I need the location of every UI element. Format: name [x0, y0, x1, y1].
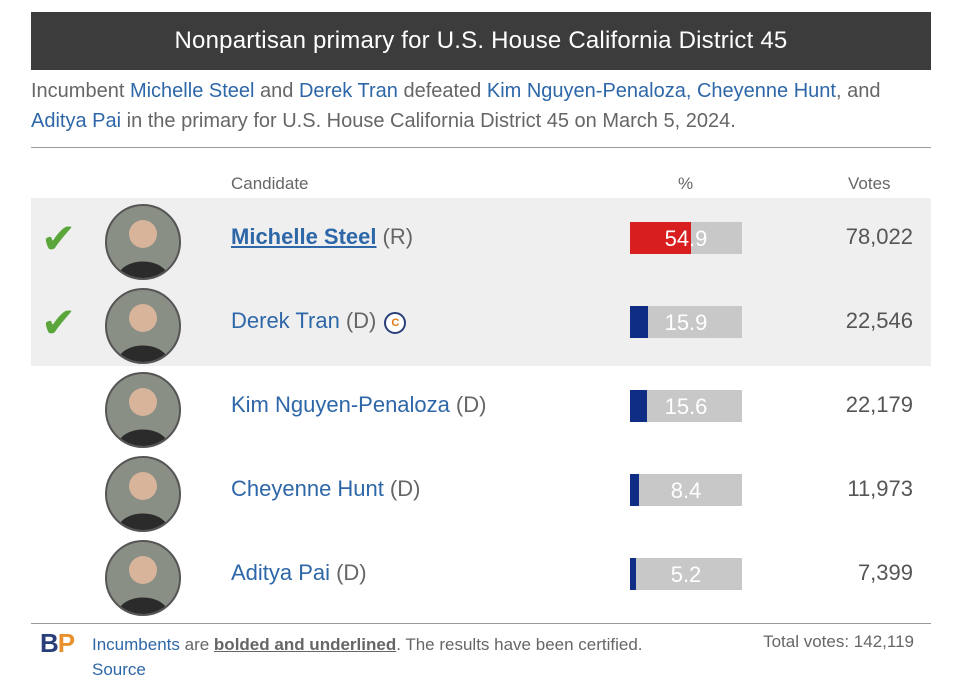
candidate-link-kim-nguyen-penaloza[interactable]: Kim Nguyen-Penaloza	[231, 392, 450, 417]
percent-value: 54.9	[664, 226, 708, 251]
percent-bar-fill	[630, 222, 691, 254]
logo-letter-b: B	[40, 628, 59, 658]
table-row: ✔ Michelle Steel (R) 54.9 78,022	[31, 198, 931, 282]
logo-letter-p: P	[57, 628, 75, 658]
ballotpedia-logo[interactable]: BP	[40, 628, 75, 659]
summary-text: in the primary for U.S. House California…	[121, 110, 736, 132]
percent-bar-fill	[630, 474, 639, 506]
vote-count: 7,399	[857, 560, 913, 585]
candidate-link-nguyen-penaloza[interactable]: Kim Nguyen-Penaloza	[486, 80, 686, 102]
total-votes: Total votes: 142,119	[763, 632, 914, 651]
vote-count: 78,022	[845, 224, 913, 249]
candidate-link-steel[interactable]: Michelle Steel	[129, 80, 255, 102]
footer-text: are	[179, 635, 214, 654]
percent-value: 5.2	[670, 562, 702, 587]
candidate-party: (D)	[455, 392, 487, 417]
column-header-candidate: Candidate	[231, 174, 309, 193]
candidate-party: (R)	[382, 224, 414, 249]
percent-bar: 15.9	[630, 306, 742, 338]
candidate-photo[interactable]	[105, 456, 181, 532]
candidate-party: (D)	[336, 560, 367, 585]
candidate-link-aditya-pai[interactable]: Aditya Pai	[231, 560, 331, 585]
candidate-link-cheyenne-hunt[interactable]: Cheyenne Hunt	[231, 476, 384, 501]
summary-text: , and	[835, 80, 881, 102]
page-title: Nonpartisan primary for U.S. House Calif…	[31, 12, 931, 70]
percent-value: 8.4	[670, 478, 702, 503]
percent-bar-fill	[630, 306, 648, 338]
vote-count: 22,179	[845, 392, 913, 417]
winner-checkmark-icon: ✔	[41, 298, 77, 347]
candidate-photo[interactable]	[105, 288, 181, 364]
endorsement-badge-icon[interactable]: C	[384, 312, 407, 334]
candidate-name-cell: Michelle Steel (R)	[231, 224, 413, 250]
percent-value: 15.9	[664, 310, 708, 335]
table-row: Kim Nguyen-Penaloza (D) 15.6 22,179	[31, 366, 931, 450]
vote-count: 22,546	[845, 308, 913, 333]
footer-text: . The results have been certified.	[396, 635, 643, 654]
candidate-name-cell: Aditya Pai (D)	[231, 560, 367, 586]
candidate-name-cell: Derek Tran (D) C	[231, 308, 407, 334]
vote-count: 11,973	[847, 476, 913, 501]
summary-text: and	[254, 80, 299, 102]
percent-value: 15.6	[664, 394, 708, 419]
footer-note: Incumbents are bolded and underlined. Th…	[92, 632, 692, 682]
candidate-link-hunt[interactable]: Cheyenne Hunt	[696, 80, 836, 102]
candidate-link-tran[interactable]: Derek Tran	[298, 80, 398, 102]
table-row: ✔ Derek Tran (D) C 15.9 22,546	[31, 282, 931, 366]
winner-checkmark-icon: ✔	[41, 214, 77, 263]
column-header-votes: Votes	[848, 174, 891, 193]
candidate-party: (D)	[389, 476, 421, 501]
percent-bar-fill	[630, 558, 636, 590]
candidate-name-cell: Kim Nguyen-Penaloza (D)	[231, 392, 486, 418]
candidate-photo[interactable]	[105, 204, 181, 280]
footer-bold-text: bolded and underlined	[213, 635, 397, 654]
percent-bar: 54.9	[630, 222, 742, 254]
results-summary: Incumbent Michelle Steel and Derek Tran …	[31, 76, 931, 136]
summary-text: Incumbent	[31, 80, 130, 102]
footer-divider	[31, 623, 931, 624]
candidate-link-derek-tran[interactable]: Derek Tran	[231, 308, 340, 333]
table-row: Aditya Pai (D) 5.2 7,399	[31, 534, 931, 618]
percent-bar: 15.6	[630, 390, 742, 422]
candidate-party: (D)	[345, 308, 377, 333]
source-link[interactable]: Source	[92, 660, 146, 679]
candidate-link-pai[interactable]: Aditya Pai	[31, 110, 122, 132]
candidate-link-michelle-steel[interactable]: Michelle Steel	[231, 224, 377, 249]
percent-bar-fill	[630, 390, 647, 422]
candidate-name-cell: Cheyenne Hunt (D)	[231, 476, 420, 502]
candidate-photo[interactable]	[105, 372, 181, 448]
summary-comma: ,	[685, 80, 697, 102]
incumbents-link[interactable]: Incumbents	[92, 635, 180, 654]
percent-bar: 8.4	[630, 474, 742, 506]
candidate-photo[interactable]	[105, 540, 181, 616]
column-header-percent: %	[678, 174, 694, 193]
header-divider	[31, 147, 931, 148]
summary-text: defeated	[397, 80, 487, 102]
table-row: Cheyenne Hunt (D) 8.4 11,973	[31, 450, 931, 534]
percent-bar: 5.2	[630, 558, 742, 590]
